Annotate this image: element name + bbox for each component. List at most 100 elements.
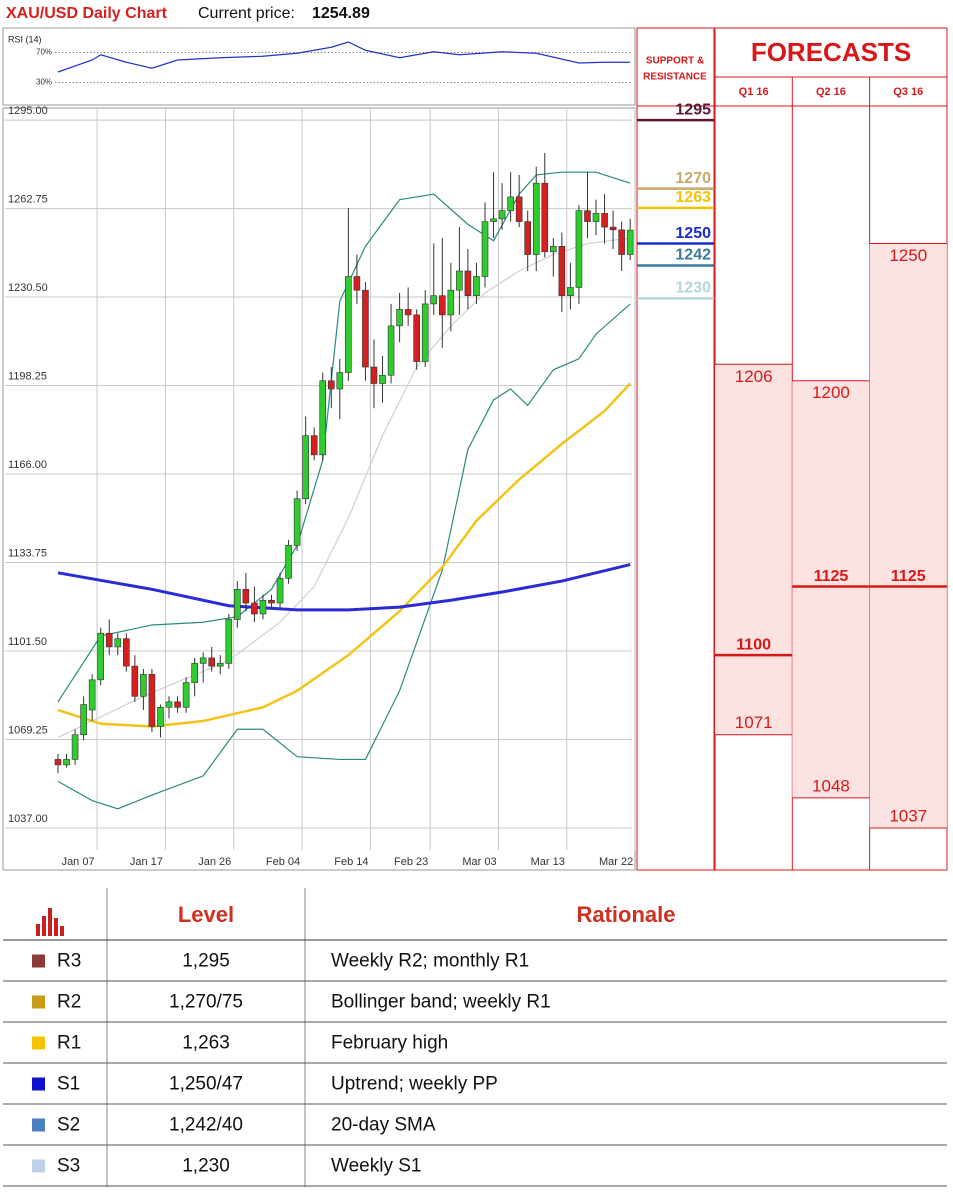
- candle-body: [148, 674, 156, 727]
- forecast-median-label: 1125: [814, 568, 849, 585]
- candle-body: [242, 588, 250, 604]
- candle-body: [481, 221, 489, 277]
- row-swatch: [32, 1077, 45, 1091]
- candle-body: [54, 759, 62, 766]
- candle-body: [558, 245, 566, 296]
- candle-body: [327, 380, 335, 390]
- candle-body: [97, 632, 104, 681]
- candle-body: [584, 210, 591, 222]
- sr-label: 1250: [675, 225, 711, 242]
- quarter-label: Q3 16: [893, 86, 923, 98]
- row-swatch: [32, 1159, 45, 1173]
- candle-body: [302, 435, 309, 500]
- table-header: Rationale: [576, 902, 675, 927]
- candle-body: [353, 276, 361, 291]
- row-code: S1: [57, 1074, 80, 1095]
- y-tick-label: 1133.75: [8, 547, 47, 559]
- candle-body: [464, 270, 472, 296]
- forecast-title: FORECASTS: [751, 37, 911, 67]
- overlay-line: [57, 563, 631, 612]
- candle-body: [105, 632, 113, 648]
- rsi-frame: [2, 27, 636, 106]
- candle-body: [592, 213, 600, 222]
- y-tick-label: 1037.00: [8, 813, 48, 825]
- y-tick-label: 1198.25: [8, 370, 47, 382]
- rsi-title: RSI (14): [8, 34, 42, 44]
- candle-body: [447, 289, 455, 316]
- candle-body: [609, 226, 617, 231]
- candle-body: [71, 734, 79, 760]
- overlay-line: [57, 303, 631, 810]
- x-tick-label: Feb 14: [334, 856, 368, 868]
- table-icon: [42, 916, 46, 936]
- row-level: 1,230: [182, 1156, 230, 1177]
- candle-body: [541, 182, 549, 253]
- candle-body: [199, 657, 207, 664]
- row-level: 1,270/75: [169, 992, 243, 1013]
- candle-body: [285, 545, 292, 579]
- forecast-range: [792, 380, 870, 798]
- sr-frame: [636, 27, 715, 871]
- sr-label: 1270: [675, 170, 711, 187]
- chart-title: XAU/USD Daily Chart: [6, 5, 168, 22]
- candle-body: [618, 229, 625, 255]
- candle-body: [310, 435, 318, 456]
- candle-body: [379, 374, 386, 384]
- rsi-tick-label: 30%: [36, 78, 52, 87]
- row-code: R3: [57, 951, 81, 972]
- candle-body: [498, 210, 506, 220]
- x-tick-label: Jan 17: [130, 856, 163, 868]
- row-rationale: Weekly R2; monthly R1: [331, 951, 529, 972]
- candle-body: [507, 196, 514, 211]
- y-tick-label: 1069.25: [8, 724, 48, 736]
- x-tick-label: Feb 04: [266, 856, 300, 868]
- candle-body: [80, 704, 87, 736]
- forecast-low-label: 1048: [812, 776, 850, 795]
- row-rationale: Weekly S1: [331, 1156, 421, 1177]
- overlay-line: [57, 237, 631, 739]
- rsi-tick-label: 70%: [36, 48, 52, 57]
- forecast-range: [715, 364, 793, 735]
- candle-body: [345, 276, 352, 373]
- x-tick-label: Feb 23: [394, 856, 428, 868]
- candle-body: [63, 759, 70, 766]
- sr-label: 1242: [675, 247, 711, 264]
- row-swatch: [32, 1118, 45, 1132]
- x-tick-label: Jan 26: [198, 856, 231, 868]
- y-tick-label: 1101.50: [8, 636, 47, 648]
- row-level: 1,250/47: [169, 1074, 243, 1095]
- candle-body: [165, 701, 173, 708]
- candle-body: [404, 309, 412, 316]
- table-icon: [60, 926, 64, 936]
- forecast-range: [869, 243, 947, 829]
- candle-body: [626, 229, 634, 255]
- candle-body: [575, 210, 583, 288]
- candle-body: [182, 682, 190, 708]
- candle-body: [370, 366, 378, 384]
- row-level: 1,295: [182, 951, 230, 972]
- candle-body: [208, 657, 216, 667]
- candle-body: [490, 218, 497, 222]
- row-rationale: 20-day SMA: [331, 1115, 436, 1136]
- rsi-line: [57, 41, 631, 73]
- sr-label: 1295: [675, 101, 711, 118]
- row-rationale: Bollinger band; weekly R1: [331, 992, 551, 1013]
- row-level: 1,263: [182, 1033, 230, 1054]
- forecast-low-label: 1071: [735, 713, 773, 732]
- forecast-median-label: 1100: [736, 636, 771, 653]
- price-label: Current price:: [198, 5, 295, 22]
- forecast-high-label: 1206: [735, 367, 773, 386]
- row-rationale: Uptrend; weekly PP: [331, 1074, 498, 1095]
- candle-body: [259, 599, 267, 615]
- candle-body: [234, 588, 241, 620]
- candle-body: [515, 196, 523, 222]
- candle-body: [456, 270, 463, 291]
- candle-body: [131, 665, 139, 697]
- candle-body: [157, 706, 164, 727]
- candle-body: [413, 314, 420, 362]
- row-swatch: [32, 954, 45, 968]
- candle-body: [532, 182, 540, 255]
- table-icon: [36, 924, 40, 936]
- chart-frame: [2, 107, 636, 871]
- candle-body: [473, 276, 480, 296]
